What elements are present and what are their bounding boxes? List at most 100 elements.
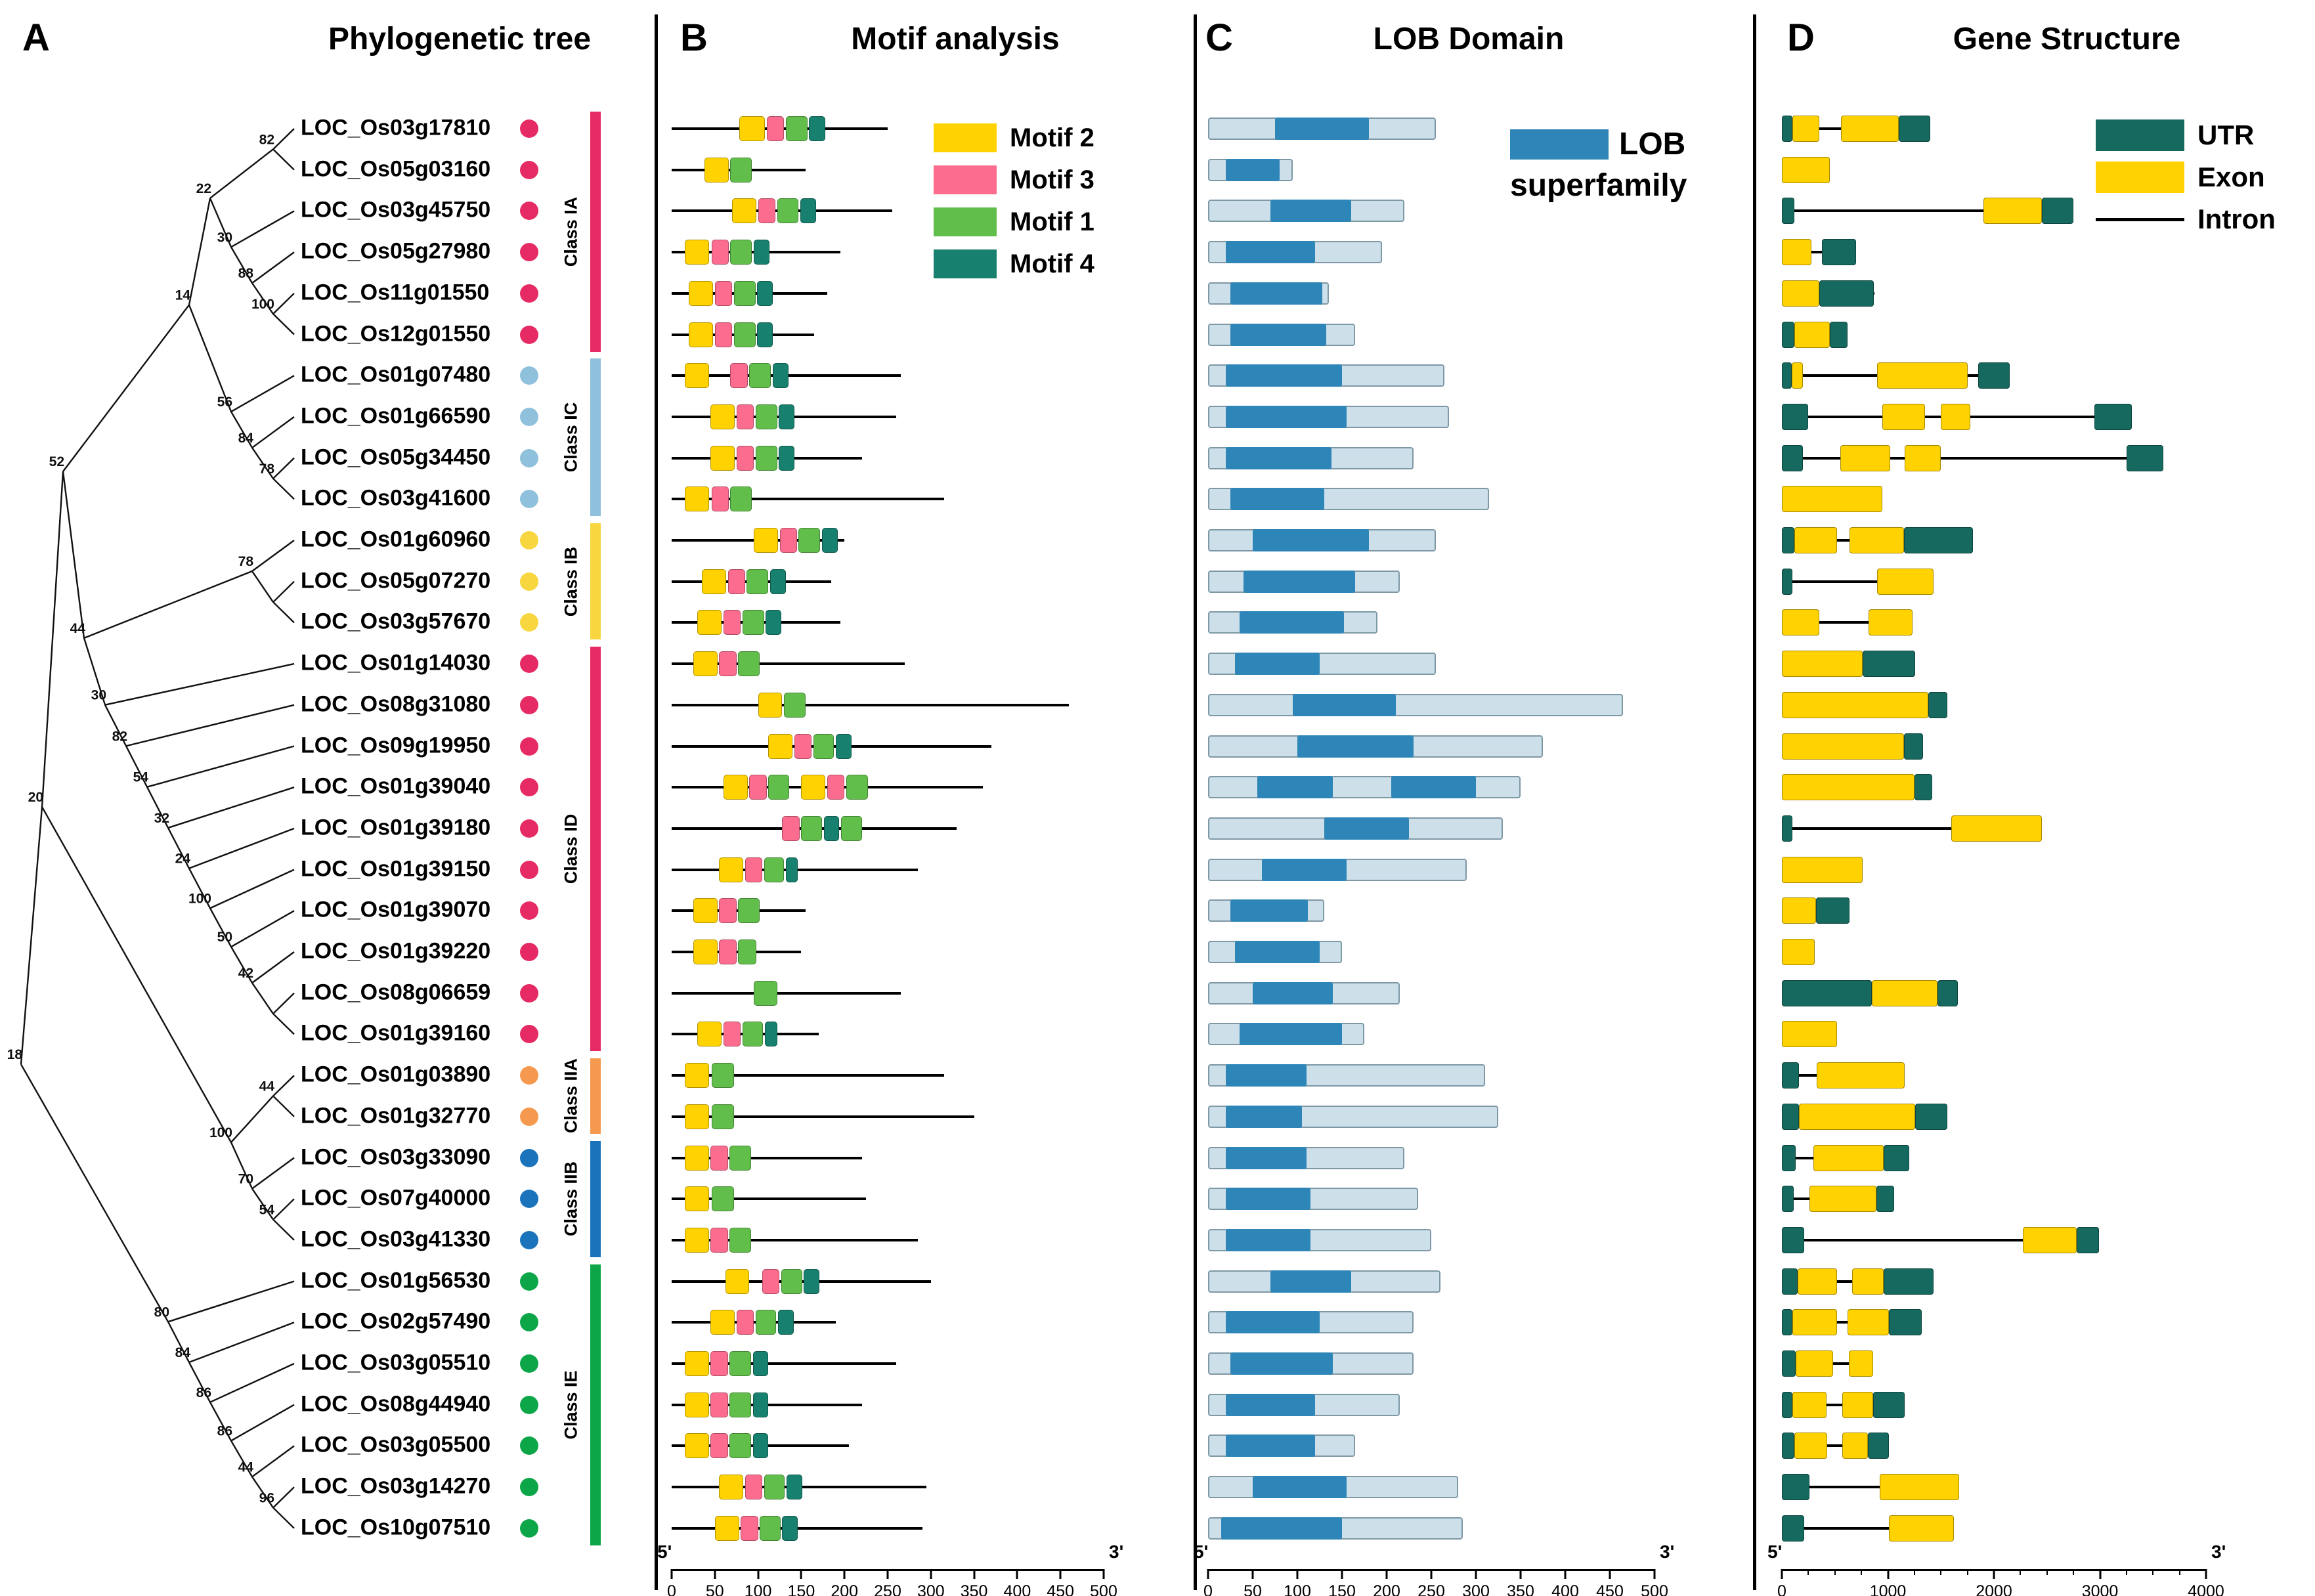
exon-box (1791, 362, 1804, 389)
motif-3-box (741, 1515, 758, 1541)
axis-minor-tick (2178, 1569, 2180, 1575)
protein-line (672, 1197, 867, 1201)
axis-tick (1609, 1569, 1611, 1579)
motif-2-box (689, 280, 714, 306)
svg-text:96: 96 (259, 1490, 274, 1505)
svg-text:22: 22 (196, 181, 211, 196)
motif-2-box (684, 1433, 709, 1459)
motif-4-box (809, 116, 826, 141)
motif-4-box (752, 1433, 769, 1459)
five-prime-label: 5' (657, 1542, 672, 1562)
utr-label: UTR (2197, 119, 2255, 150)
five-prime-label: 5' (1767, 1542, 1783, 1562)
panel-letter-a: A (22, 16, 50, 59)
gene-label: LOC_Os09g19950 (301, 733, 491, 758)
lob-domain (1253, 981, 1333, 1004)
lob-domain (1324, 817, 1409, 840)
motif-3-box (714, 280, 733, 306)
class-dot (520, 572, 538, 591)
motif-1-box (755, 1310, 777, 1335)
axis-tick-label: 4000 (2188, 1582, 2224, 1596)
svg-text:84: 84 (175, 1345, 191, 1360)
motif-2-box (693, 939, 718, 964)
motif-2-box (725, 1268, 750, 1294)
class-dot (520, 119, 538, 138)
gene-label: LOC_Os03g05510 (301, 1350, 491, 1375)
motif-2-box (684, 486, 709, 512)
motif-3-box (710, 1227, 728, 1253)
exon-box (1882, 403, 1926, 430)
svg-text:56: 56 (217, 395, 232, 410)
intron-line (1782, 1238, 2099, 1241)
utr-box (1782, 1515, 1804, 1542)
svg-text:44: 44 (70, 621, 86, 636)
lob-domain (1226, 1188, 1311, 1211)
motif-3-box (736, 1310, 754, 1335)
motif-2-box (689, 322, 714, 347)
gene-label: LOC_Os01g39180 (301, 815, 491, 840)
class-dot (520, 243, 538, 262)
axis-tick-label: 500 (1090, 1582, 1117, 1596)
motif-2-box (684, 1392, 709, 1417)
utr-box (1903, 527, 1973, 553)
motif-3-box (714, 322, 733, 347)
exon-box (1840, 444, 1890, 471)
axis-tick-label: 50 (705, 1582, 724, 1596)
svg-text:78: 78 (238, 554, 254, 569)
svg-text:82: 82 (112, 729, 127, 744)
axis-tick (757, 1569, 760, 1579)
motif-1-box (755, 445, 777, 471)
motif-3-box (782, 815, 800, 841)
gene-label: LOC_Os01g39070 (301, 897, 491, 922)
motif-legend-row: Motif 1 (934, 206, 1094, 238)
svg-text:32: 32 (154, 811, 169, 826)
motif-2-box (710, 1310, 735, 1335)
axis-tick-label: 150 (1328, 1582, 1356, 1596)
axis-tick-label: 50 (1244, 1582, 1262, 1596)
lob-domain (1253, 1476, 1347, 1499)
motif-4-box (765, 1022, 777, 1047)
motif-1-swatch (934, 207, 997, 236)
axis-minor-tick (2073, 1569, 2075, 1575)
lob-domain (1226, 405, 1347, 428)
motif-4-box (752, 1392, 769, 1417)
utr-box (1884, 1144, 1909, 1171)
class-label: Class IB (561, 546, 581, 616)
exon-box (1813, 1144, 1884, 1171)
motif-4-box (772, 363, 789, 389)
utr-box (1815, 897, 1850, 924)
axis-tick (2205, 1569, 2207, 1579)
motif-4-box (754, 240, 769, 265)
lob-legend: LOB superfamily (1510, 126, 1687, 204)
class-dot (520, 943, 538, 961)
utr-box (1819, 280, 1874, 307)
motif-1-box (813, 733, 834, 759)
motif-3-box (710, 1145, 728, 1171)
axis-tick (1887, 1569, 1889, 1579)
exon-box (1817, 1062, 1905, 1089)
utr-box (1782, 1103, 1799, 1130)
class-dot (520, 160, 538, 179)
axis-tick (843, 1569, 846, 1579)
gene-label: LOC_Os01g56530 (301, 1268, 491, 1293)
exon-box (1951, 815, 2042, 842)
protein-line (672, 1238, 919, 1241)
class-dot (520, 819, 538, 838)
axis-minor-tick (1940, 1569, 1942, 1575)
motif-legend-row: Motif 3 (934, 164, 1094, 196)
motif-2-box (697, 610, 722, 636)
utr-box (1782, 1144, 1796, 1171)
axis-tick (1564, 1569, 1567, 1579)
class-label: Class IIB (561, 1161, 581, 1237)
class-dot (520, 325, 538, 344)
axis-tick-label: 200 (1373, 1582, 1400, 1596)
motif-4-box (800, 198, 816, 224)
gene-label: LOC_Os03g41600 (301, 485, 491, 511)
motif-1-box (738, 939, 756, 964)
utr-box (2076, 1226, 2099, 1253)
axis-tick (714, 1569, 716, 1579)
lob-domain (1226, 158, 1280, 181)
motif-3-swatch (934, 165, 997, 194)
gene-label: LOC_Os05g34450 (301, 444, 491, 470)
motif-4-swatch (934, 249, 997, 278)
